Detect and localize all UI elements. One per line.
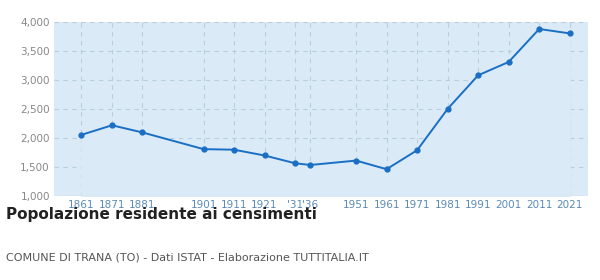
Text: COMUNE DI TRANA (TO) - Dati ISTAT - Elaborazione TUTTITALIA.IT: COMUNE DI TRANA (TO) - Dati ISTAT - Elab… [6,252,369,262]
Text: Popolazione residente ai censimenti: Popolazione residente ai censimenti [6,207,317,222]
